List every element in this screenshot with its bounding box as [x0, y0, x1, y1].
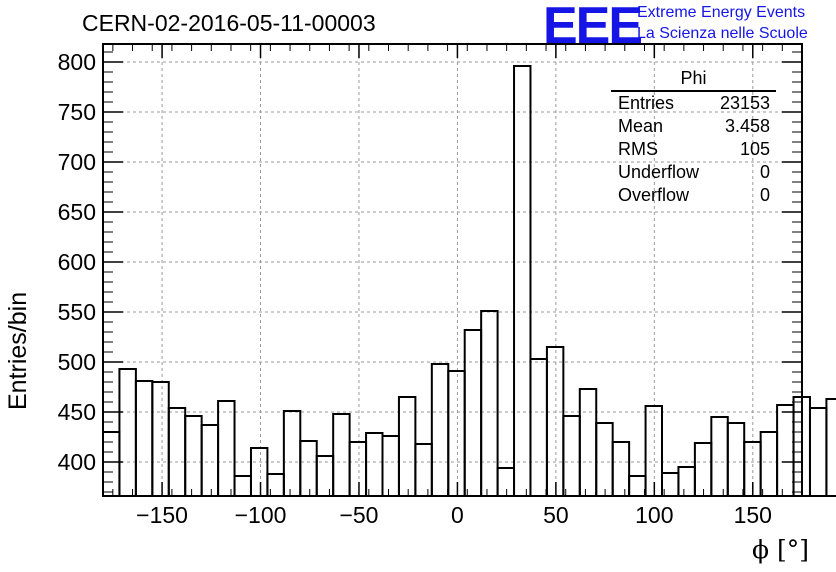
- histogram-bin: [282, 410, 302, 497]
- stats-value: 0: [759, 185, 770, 205]
- histogram-bin: [726, 422, 746, 497]
- y-tick-label: 550: [58, 299, 96, 325]
- histogram-bin: [628, 475, 647, 497]
- stats-row-entries: Entries 23153: [608, 92, 776, 115]
- stats-label: Entries: [618, 93, 675, 113]
- stats-label: Overflow: [618, 185, 690, 205]
- histogram-bin: [595, 422, 614, 497]
- y-tick-label: 450: [58, 399, 96, 425]
- histogram-bin: [480, 310, 499, 497]
- stats-row-underflow: Underflow 0: [608, 161, 776, 184]
- histogram-bin: [562, 415, 581, 497]
- histogram-bin: [693, 442, 713, 497]
- stats-value: 0: [759, 162, 770, 182]
- x-tick-label: −100: [235, 502, 287, 528]
- y-axis-label: Entries/bin: [4, 291, 32, 410]
- x-tick-label: 50: [543, 502, 569, 528]
- stats-row-mean: Mean 3.458: [608, 115, 776, 138]
- histogram-bin: [184, 415, 203, 497]
- histogram-bin: [200, 424, 220, 497]
- histogram-bin: [233, 475, 252, 497]
- tick-labels: −150 −100 −50 0 50 100 150 400 450 500 550 600 650 70…: [58, 49, 772, 528]
- y-tick-label: 650: [58, 199, 96, 225]
- histogram-bin: [496, 467, 516, 497]
- histogram-bin: [808, 407, 828, 497]
- stats-label: RMS: [618, 139, 658, 159]
- histogram-bin: [759, 431, 779, 497]
- y-tick-label: 800: [58, 49, 96, 75]
- histogram-bin: [397, 396, 417, 497]
- x-tick-label: −150: [136, 502, 188, 528]
- x-axis-label: ϕ [°]: [752, 535, 809, 564]
- histogram-bin: [167, 407, 187, 497]
- histogram-bin: [677, 466, 696, 497]
- axis-ticks: [103, 44, 803, 496]
- histogram-bin: [611, 441, 631, 497]
- histogram-bin: [447, 370, 466, 497]
- histogram-bin: [430, 363, 450, 497]
- histogram-bin: [578, 388, 598, 497]
- x-tick-label: 100: [635, 502, 673, 528]
- plot-frame: [102, 43, 803, 497]
- stats-label: Mean: [618, 116, 664, 136]
- histogram-bin: [348, 441, 368, 497]
- stats-label: Underflow: [618, 162, 700, 182]
- stats-value: 3.458: [724, 116, 770, 136]
- histogram-bin: [217, 400, 236, 497]
- histogram-bin: [381, 435, 400, 497]
- histogram-bin: [249, 447, 269, 497]
- histogram-bin: [151, 381, 170, 497]
- histogram-bin: [332, 413, 351, 497]
- histogram-bin: [463, 329, 483, 497]
- stats-value: 23153: [719, 93, 770, 113]
- histogram-bin: [710, 416, 729, 497]
- histogram-bin: [365, 432, 384, 497]
- stats-box: Phi Entries 23153 Mean 3.458 RMS 105 Und…: [608, 68, 776, 207]
- brand-line-2: La Scienza nelle Scuole: [637, 25, 808, 42]
- histogram-bin: [545, 346, 565, 497]
- histogram-bin: [118, 368, 137, 497]
- stats-row-overflow: Overflow 0: [608, 184, 776, 207]
- x-tick-label: −50: [339, 502, 378, 528]
- histogram-bin: [529, 358, 548, 497]
- y-tick-label: 500: [58, 349, 96, 375]
- histogram-bin: [414, 443, 433, 497]
- chart-title: CERN-02-2016-05-11-00003: [82, 10, 376, 36]
- brand-line-1: Extreme Energy Events: [637, 4, 806, 21]
- y-tick-label: 750: [58, 99, 96, 125]
- stats-row-rms: RMS 105: [608, 138, 776, 161]
- y-tick-label: 700: [58, 149, 96, 175]
- stats-value: 105: [739, 139, 770, 159]
- histogram-bin: [825, 398, 836, 497]
- grid-lines: [103, 44, 802, 496]
- histogram-bin: [513, 65, 532, 497]
- y-tick-label: 600: [58, 249, 96, 275]
- histogram-bin: [134, 380, 154, 497]
- stats-title: Phi: [611, 68, 776, 92]
- x-tick-label: 0: [451, 502, 464, 528]
- x-tick-label: 150: [734, 502, 772, 528]
- histogram-bin: [776, 404, 795, 497]
- histogram-bin: [299, 440, 318, 497]
- y-tick-label: 400: [58, 449, 96, 475]
